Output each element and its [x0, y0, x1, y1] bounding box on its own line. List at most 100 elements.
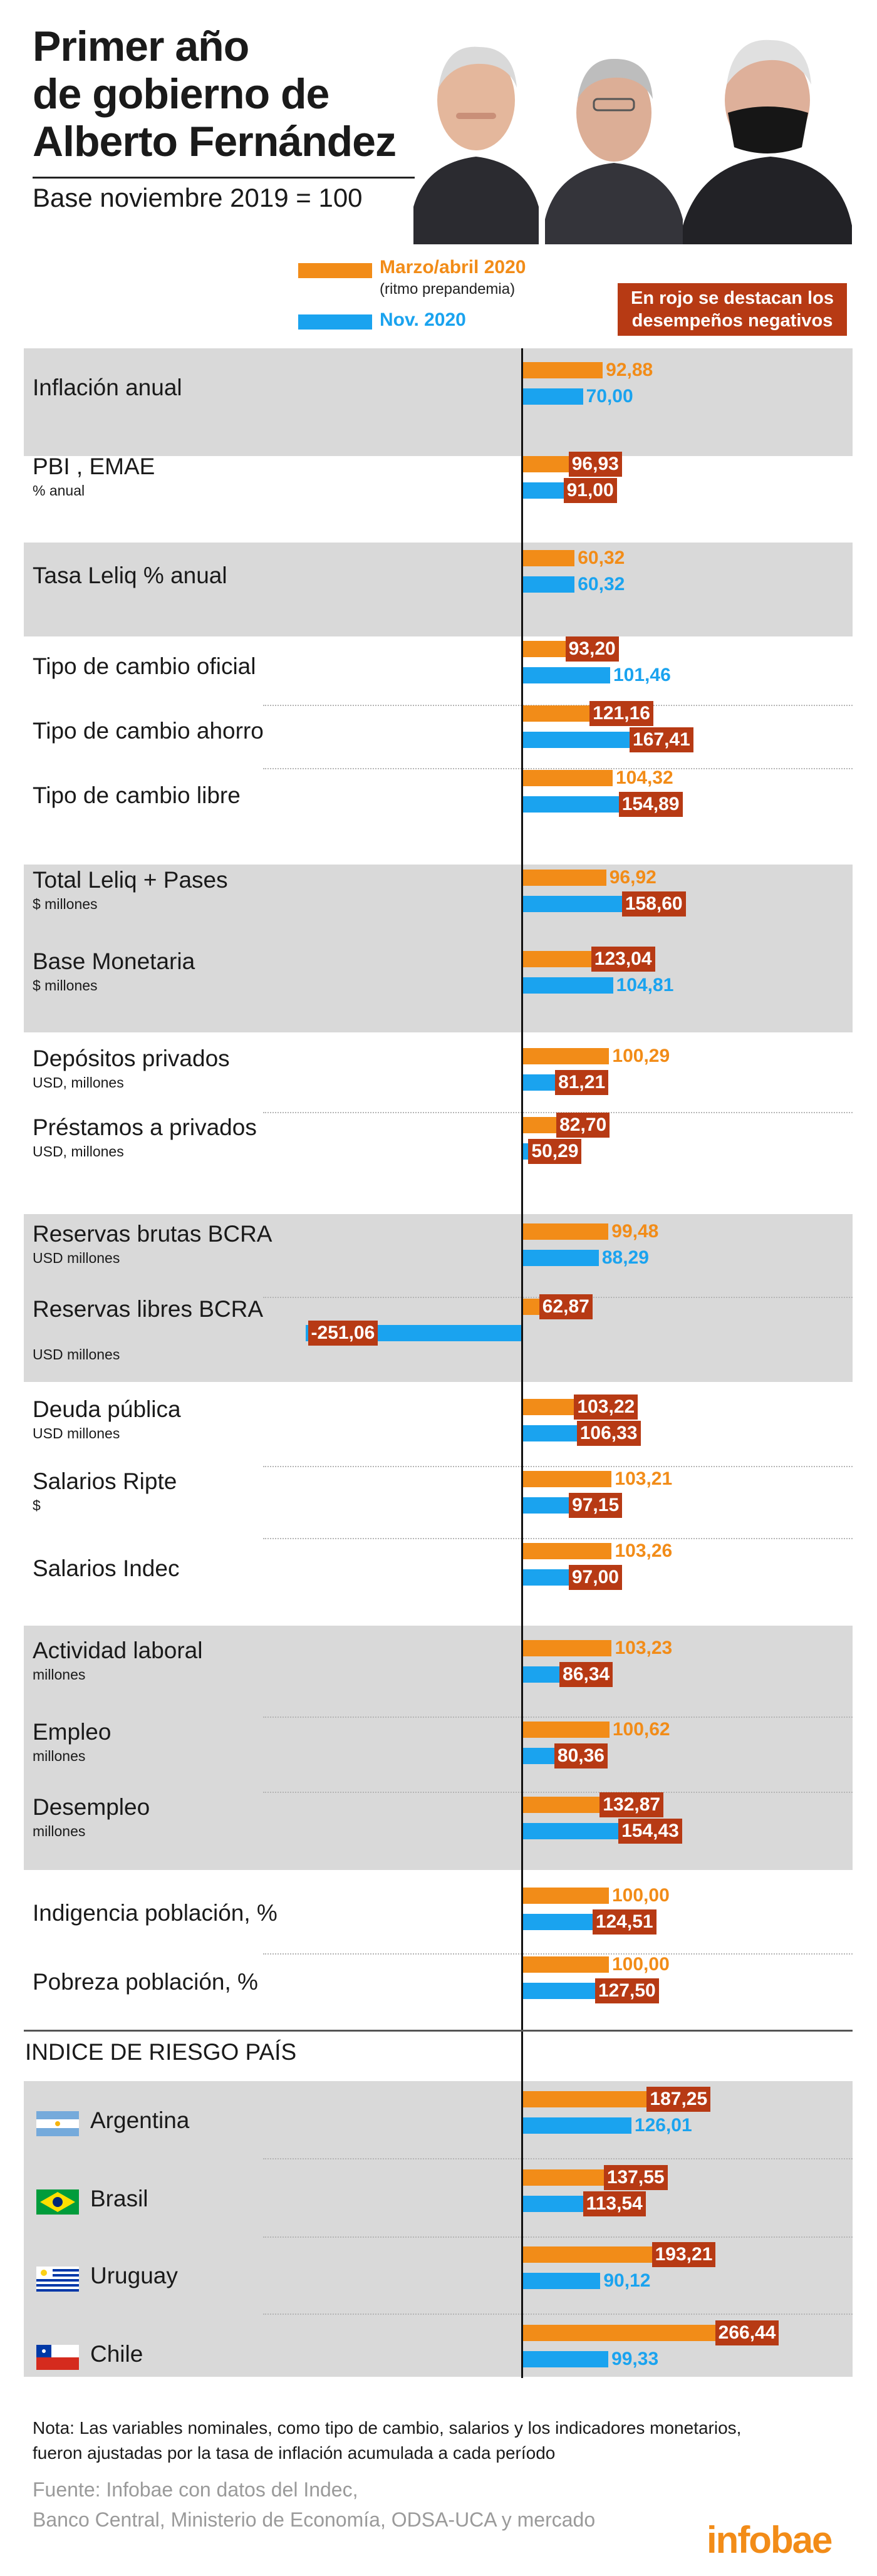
argentina-flag-icon [36, 2111, 79, 2136]
bar-series1 [522, 1956, 609, 1973]
value-label-series2: 99,33 [608, 2347, 662, 2372]
category-label: Base Monetaria [33, 948, 195, 975]
category-unit: $ millones [33, 896, 98, 913]
page-title: Primer año de gobierno de Alberto Fernán… [33, 23, 396, 165]
bar-series2 [522, 2351, 608, 2367]
value-label-series2: 167,41 [630, 727, 693, 752]
value-label-series2: 50,29 [528, 1139, 581, 1164]
source-line: Banco Central, Ministerio de Economía, O… [33, 2505, 595, 2535]
value-label-series1: 100,29 [609, 1044, 673, 1069]
value-label-series1: 96,92 [606, 865, 660, 890]
page-subtitle: Base noviembre 2019 = 100 [33, 183, 363, 213]
bar-series1 [522, 1640, 611, 1656]
bar-series2 [522, 2273, 600, 2289]
category-unit: millones [33, 1666, 85, 1683]
country-label: Argentina [90, 2107, 189, 2134]
bar-series2 [522, 388, 583, 405]
bar-series2 [522, 667, 610, 683]
value-label-series1: 92,88 [603, 358, 656, 383]
portrait-middle [545, 59, 683, 244]
legend-swatch-series1 [298, 263, 372, 278]
value-label-series1: 266,44 [715, 2320, 779, 2345]
category-label: Total Leliq + Pases [33, 867, 228, 893]
value-label-series1: 96,93 [569, 452, 622, 477]
legend-label-series1: Marzo/abril 2020 [380, 257, 526, 278]
value-label-series1: 104,32 [613, 766, 677, 791]
value-label-series2: 90,12 [600, 2268, 653, 2293]
category-label: Reservas brutas BCRA [33, 1221, 272, 1247]
value-label-series1: 60,32 [574, 546, 628, 571]
value-label-series1: 100,62 [610, 1717, 673, 1742]
value-label-series2: 60,32 [574, 572, 628, 597]
value-label-series2: 104,81 [613, 973, 677, 998]
title-divider [33, 177, 415, 179]
bar-series1 [522, 1722, 610, 1738]
value-label-series2: 88,29 [599, 1245, 652, 1270]
value-label-series1: 93,20 [566, 636, 619, 662]
value-label-series1: 121,16 [589, 701, 653, 726]
footnote: Nota: Las variables nominales, como tipo… [33, 2416, 741, 2466]
value-label-series2: 113,54 [583, 2191, 646, 2216]
category-unit: USD millones [33, 1346, 120, 1363]
value-label-series2: 81,21 [555, 1070, 608, 1095]
bar-series2 [522, 1250, 599, 1266]
value-label-series1: 137,55 [604, 2165, 668, 2190]
category-label: Indigencia población, % [33, 1900, 278, 1926]
category-unit: millones [33, 1823, 85, 1840]
category-label: Empleo [33, 1719, 111, 1745]
uruguay-flag-icon [36, 2267, 79, 2292]
source-line: Fuente: Infobae con datos del Indec, [33, 2475, 595, 2505]
value-label-series2: 80,36 [554, 1743, 608, 1768]
category-label: PBI , EMAE [33, 454, 155, 480]
portrait-left [413, 47, 539, 244]
row-separator [263, 1792, 853, 1793]
category-label: Salarios Ripte [33, 1468, 177, 1495]
category-unit: $ [33, 1497, 41, 1514]
value-label-series2: 106,33 [577, 1421, 641, 1446]
footnote-line: fueron ajustadas por la tasa de inflació… [33, 2441, 741, 2466]
value-label-series2: 101,46 [610, 663, 674, 688]
value-label-series1: 187,25 [646, 2087, 710, 2112]
category-unit: USD, millones [33, 1074, 124, 1091]
footnote-line: Nota: Las variables nominales, como tipo… [33, 2416, 741, 2441]
row-separator [263, 768, 853, 769]
value-label-series2: -251,06 [308, 1321, 378, 1346]
bar-series2 [522, 576, 574, 593]
value-label-series2: 158,60 [622, 891, 686, 917]
negative-performance-note: En rojo se destacan los desempeños negat… [618, 283, 847, 336]
category-label: Tipo de cambio ahorro [33, 718, 264, 744]
category-label: Actividad laboral [33, 1638, 202, 1664]
note-line: desempeños negativos [621, 309, 843, 332]
bar-series1 [522, 1048, 609, 1064]
category-unit: USD, millones [33, 1143, 124, 1160]
risk-section-divider [24, 2030, 853, 2032]
category-label: Préstamos a privados [33, 1114, 257, 1141]
category-label: Inflación anual [33, 375, 182, 401]
value-label-series1: 82,70 [556, 1113, 610, 1138]
portraits-illustration [401, 19, 852, 244]
group-band [24, 543, 853, 636]
legend-sublabel-series1: (ritmo prepandemia) [380, 281, 515, 298]
infographic: Primer año de gobierno de Alberto Fernán… [0, 0, 877, 2576]
bar-series1 [522, 870, 606, 886]
country-label: Chile [90, 2341, 143, 2367]
category-label: Tipo de cambio oficial [33, 653, 256, 680]
bar-series1 [522, 1471, 611, 1487]
legend-swatch-series2 [298, 314, 372, 330]
category-label: Depósitos privados [33, 1046, 230, 1072]
note-line: En rojo se destacan los [621, 287, 843, 309]
value-label-series1: 62,87 [539, 1294, 593, 1319]
risk-section-title: INDICE DE RIESGO PAÍS [25, 2039, 296, 2065]
category-unit: millones [33, 1748, 85, 1765]
value-label-series1: 103,23 [611, 1636, 675, 1661]
value-label-series2: 70,00 [583, 384, 636, 409]
category-label: Salarios Indec [33, 1555, 179, 1582]
value-label-series1: 103,22 [574, 1394, 638, 1420]
brazil-flag-icon [36, 2189, 79, 2215]
bar-series1 [522, 1888, 609, 1904]
category-unit: USD millones [33, 1425, 120, 1442]
category-label: Pobreza población, % [33, 1969, 258, 1995]
value-label-series1: 103,21 [611, 1467, 675, 1492]
title-line: de gobierno de [33, 70, 396, 118]
chile-flag-icon [36, 2345, 79, 2370]
